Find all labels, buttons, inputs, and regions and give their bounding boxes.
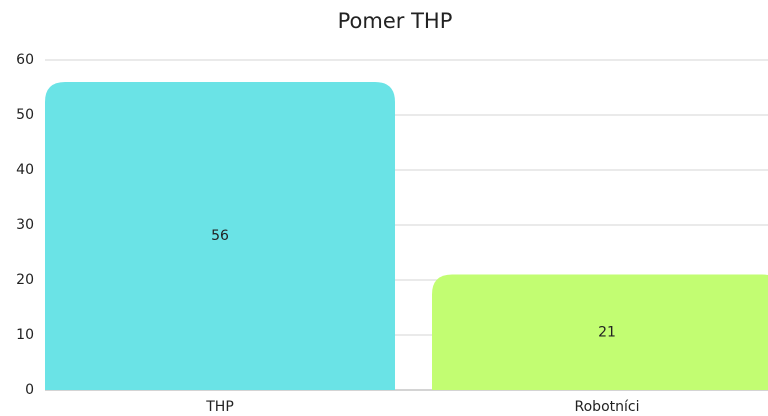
data-label: 56 bbox=[211, 228, 229, 244]
y-tick-label: 20 bbox=[16, 272, 34, 288]
chart-title: Pomer THP bbox=[338, 9, 453, 33]
y-tick-label: 40 bbox=[16, 162, 34, 178]
data-label: 21 bbox=[598, 324, 616, 340]
y-tick-label: 0 bbox=[25, 382, 34, 398]
y-tick-label: 60 bbox=[16, 52, 34, 68]
x-tick-label: Robotníci bbox=[575, 399, 640, 415]
bar bbox=[432, 274, 768, 390]
bar bbox=[45, 82, 395, 390]
x-tick-label: THP bbox=[205, 399, 234, 415]
y-tick-label: 50 bbox=[16, 107, 34, 123]
y-tick-label: 30 bbox=[16, 217, 34, 233]
y-tick-label: 10 bbox=[16, 327, 34, 343]
